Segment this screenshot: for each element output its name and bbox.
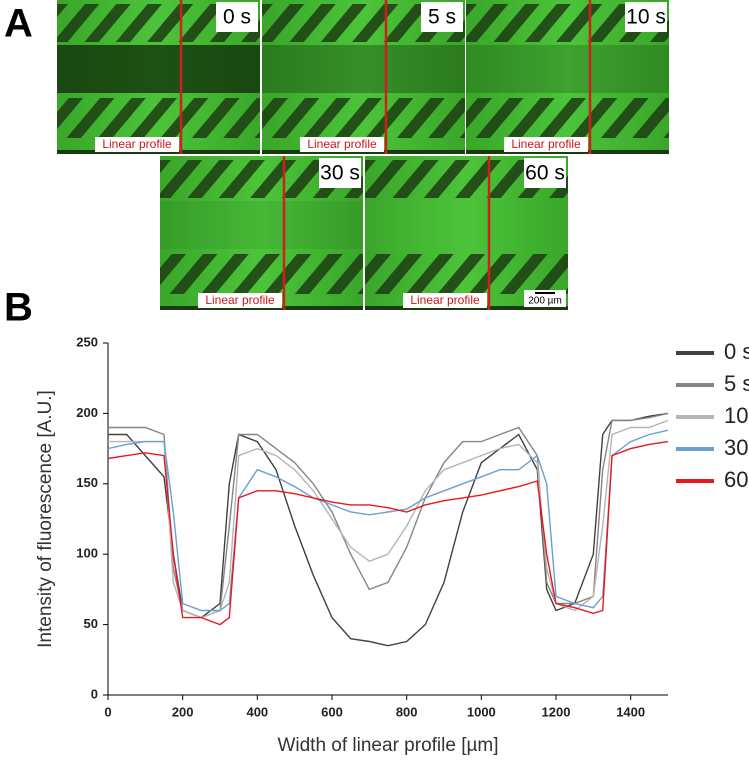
y-tick-label: 250 [76,334,98,349]
profile-label: Linear profile [307,137,377,151]
profile-box [300,137,384,152]
profile-label: Linear profile [102,137,172,151]
x-tick-label: 1000 [467,704,496,719]
profile-label: Linear profile [205,293,275,307]
channel-walls [57,98,260,138]
series-line [107,429,669,612]
x-axis-title: Width of linear profile [µm] [277,735,498,756]
profile-label: Linear profile [410,293,480,307]
panel-label: B [4,286,33,330]
time-label: 30 s [320,162,360,185]
channel-dye [262,45,465,93]
legend-label: 60 s [724,467,749,492]
legend-label: 0 s [724,339,749,364]
time-box [421,2,463,32]
time-box [625,2,667,32]
micrograph: 10 s Linear profile [466,0,669,154]
y-tick-label: 150 [76,475,98,490]
x-tick-label: 600 [321,704,343,719]
channel-walls [262,98,465,138]
legend-label: 5 s [724,371,749,396]
channel-walls [365,254,568,294]
channel-walls [466,98,669,138]
profile-box [403,293,487,308]
profile-box [95,137,179,152]
profile-box [504,137,588,152]
scale-box [524,290,566,307]
time-box [524,158,566,188]
time-box [319,158,361,188]
micrograph: 0 s Linear profile [57,0,260,154]
x-tick-label: 1400 [616,704,645,719]
micrograph: 5 s Linear profile [262,0,465,154]
panel-label: A [4,2,33,46]
micrograph: 60 s Linear profile 200 µm [365,156,568,310]
y-axis-title: Intensity of fluorescence [A.U.] [35,390,56,648]
micrograph: 30 s Linear profile [160,156,363,310]
channel-dye [160,201,363,249]
y-tick-label: 0 [91,686,98,701]
x-tick-label: 1200 [542,704,571,719]
y-tick-label: 200 [76,405,98,420]
time-label: 10 s [626,6,666,29]
time-label: 0 s [223,6,251,29]
profile-box [198,293,282,308]
series-line [107,440,669,626]
x-tick-label: 400 [246,704,268,719]
time-label: 60 s [525,162,565,185]
legend-label: 30 s [724,435,749,460]
profile-label: Linear profile [511,137,581,151]
channel-dye [57,45,260,93]
time-box [216,2,258,32]
x-tick-label: 800 [396,704,418,719]
legend-label: 10 s [724,403,749,428]
time-label: 5 s [428,6,456,29]
channel-walls [160,254,363,294]
y-tick-label: 100 [76,546,98,561]
x-tick-label: 0 [104,704,111,719]
channel-dye [466,45,669,93]
y-tick-label: 50 [84,616,98,631]
series-line [108,419,669,619]
x-tick-label: 200 [172,704,194,719]
scale-label: 200 µm [528,296,562,307]
series-line [108,412,669,619]
